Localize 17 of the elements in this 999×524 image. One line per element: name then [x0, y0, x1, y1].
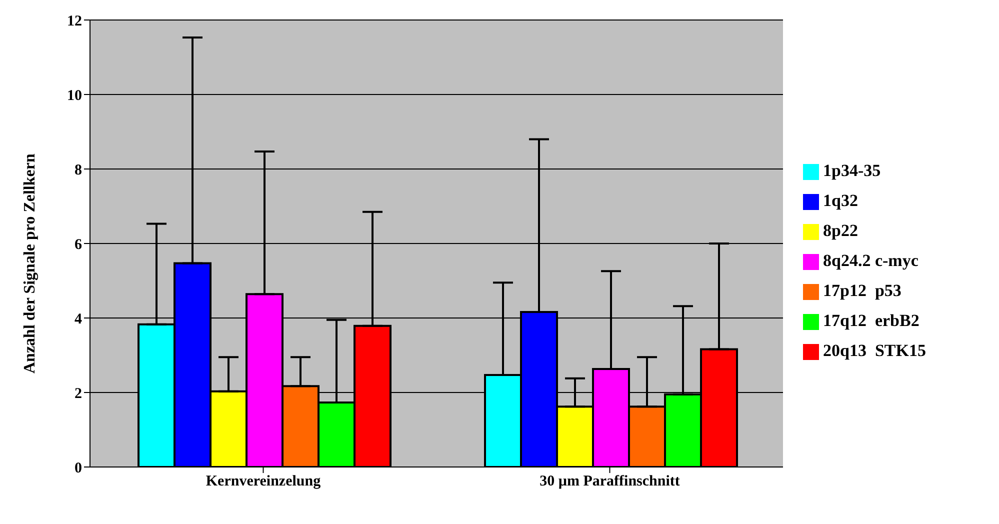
y-tick-label: 12 [67, 13, 82, 30]
y-tick-label: 8 [74, 162, 82, 178]
y-tick-label: 2 [74, 386, 82, 402]
x-tick-label: 30 µm Paraffinschnitt [540, 474, 680, 490]
y-tick-label: 0 [74, 460, 82, 476]
legend-label: 1q32 [823, 190, 858, 210]
y-tick-label: 10 [67, 88, 82, 104]
legend-label: 20q13 STK15 [823, 340, 926, 360]
y-tick-label: 6 [74, 236, 82, 253]
legend-label: 1p34-35 [823, 160, 881, 180]
x-tick-label: Kernvereinzelung [206, 474, 322, 490]
y-axis-title: Anzahl der Signale pro Zellkern [22, 154, 39, 374]
legend-label: 8q24.2 c-myc [823, 250, 918, 270]
legend-label: 8p22 [823, 220, 858, 240]
y-tick-label: 4 [74, 311, 82, 328]
legend-label: 17q12 erbB2 [823, 310, 920, 330]
legend-label: 17p12 p53 [823, 280, 902, 300]
